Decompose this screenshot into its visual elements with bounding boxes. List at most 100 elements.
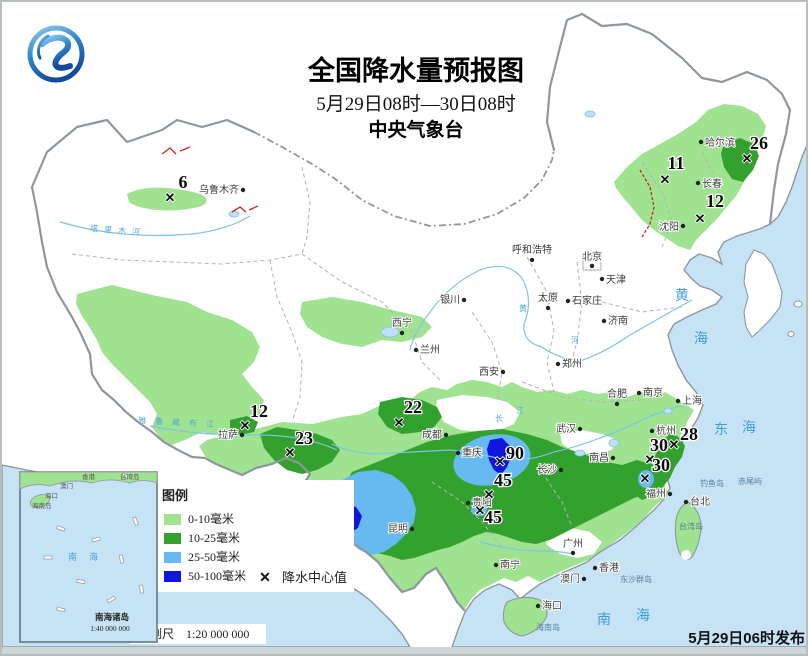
city-dot: [614, 401, 620, 407]
city-markers: 乌鲁木齐 哈尔滨 长春 沈阳 北京 天津 呼和浩特 银川 太原 石家庄 济南 西…: [198, 135, 736, 613]
inset-scale: 1:40 000 000: [90, 624, 130, 633]
yellow-sea-label: 海: [694, 331, 708, 347]
legend-swatch-0-10: [164, 514, 181, 525]
inset-macau-label: 澳门: [60, 481, 73, 490]
city-dot: [610, 455, 616, 461]
city-label: 石家庄: [572, 294, 602, 307]
precip-center-value: 45: [484, 507, 502, 527]
legend-swatch-10-25: [164, 533, 181, 544]
south-sea-label: 海: [636, 608, 650, 624]
precip-center-x-icon: ✕: [475, 503, 486, 518]
sea-labels: 黄 海 东 海 南 海: [597, 287, 756, 628]
inset-haikou-label: 海口: [45, 491, 58, 500]
city-dot: [493, 562, 499, 568]
hainan-island-label: 海南岛: [536, 622, 560, 632]
tarim-river-label: 塔里木河: [90, 223, 147, 237]
city-label: 南京: [643, 386, 663, 399]
precip-center-x-icon: ✕: [240, 418, 251, 433]
release-time: 5月29日06时发布: [688, 629, 805, 647]
legend-label: 0-10毫米: [188, 511, 234, 526]
scale-value: 1:20 000 000: [186, 627, 249, 641]
precip-center-x-icon: ✕: [484, 487, 495, 502]
precip-center-x-icon: ✕: [495, 454, 506, 469]
yellow-sea-label: 黄: [675, 287, 689, 304]
legend-label: 50-100毫米: [188, 568, 246, 583]
inset-caption: 南海诸岛: [95, 612, 129, 622]
precip-center-value: 12: [250, 401, 268, 421]
city-label: 长沙: [537, 464, 557, 476]
south-china-sea-inset: 香港 台湾岛 澳门 海口 海南岛 南海 南海诸岛 1:40 000 000: [19, 471, 158, 643]
city-dot: [675, 398, 681, 404]
city-dot: [409, 526, 415, 532]
city-dot: [529, 257, 535, 263]
island: [793, 300, 803, 308]
precip-center-value: 30: [652, 455, 670, 475]
sea-east-china: [451, 145, 806, 648]
east-sea-label: 东: [714, 422, 728, 438]
precip-center-x-icon: ✕: [660, 172, 671, 187]
mountain-symbols: [161, 146, 655, 238]
river-labels: 塔里木河 雅鲁藏布江 黄 河 长 江: [90, 223, 579, 429]
yellow-river-label: 黄: [519, 303, 527, 313]
city-label: 乌鲁木齐: [199, 183, 239, 196]
city-dot: [461, 297, 467, 303]
precip-center-value: 22: [404, 397, 422, 417]
city-dot: [667, 491, 673, 497]
inset-hongkong-label: 香港: [82, 472, 96, 481]
precip-center-x-icon: ✕: [695, 211, 706, 226]
city-label: 成都: [422, 429, 442, 441]
scale-backing: [130, 624, 266, 644]
inset-taiwan-label: 台湾岛: [120, 472, 140, 481]
legend-backing: [152, 480, 354, 592]
city-label: 澳门: [560, 572, 580, 585]
city-label: 广州: [563, 538, 583, 550]
chiwei-island-label: 赤尾屿: [738, 477, 762, 486]
taiwan-island-label: 台湾岛: [679, 521, 703, 531]
city-dot: [649, 428, 655, 434]
city-label: 昆明: [388, 523, 408, 535]
title-block: 全国降水量预报图 5月29日08时—30日08时 中央气象台: [307, 55, 524, 141]
city-dot: [558, 467, 564, 473]
city-label: 重庆: [462, 446, 482, 459]
precip-center-x-icon: ✕: [669, 437, 680, 452]
agency-name: 中央气象台: [368, 118, 463, 141]
legend-label: 10-25毫米: [188, 530, 240, 545]
dongsha-islands-label: 东沙群岛: [620, 574, 652, 584]
cma-logo: [27, 25, 85, 83]
precip-center-x-icon: ✕: [645, 452, 656, 467]
city-label: 郑州: [562, 357, 582, 370]
map-title: 全国降水量预报图: [307, 55, 524, 86]
legend-label: 25-50毫米: [188, 549, 240, 564]
city-label: 哈尔滨: [705, 136, 735, 149]
lakes: [228, 110, 673, 457]
city-dot: [592, 565, 598, 571]
city-dot: [535, 603, 541, 609]
rivers: [59, 215, 693, 555]
city-dot: [570, 550, 576, 556]
city-dot: [577, 426, 583, 432]
city-label: 台北: [690, 495, 710, 508]
city-dot: [240, 187, 246, 193]
city-label: 北京: [582, 250, 602, 263]
inset-hainan-label: 海南岛: [32, 501, 52, 510]
precip-center-x-icon: ✕: [165, 190, 176, 205]
city-label: 合肥: [607, 387, 627, 400]
precip-center-value: 45: [494, 470, 512, 490]
precip-center-markers: ✕ 6 ✕ 11 ✕ 26 ✕ 12 ✕ 12 ✕ 23 ✕ 22 ✕ 90 ✕…: [164, 132, 770, 529]
legend-swatch-25-50: [164, 552, 181, 563]
city-dot: [565, 298, 571, 304]
city-label: 南宁: [500, 558, 520, 571]
inset-reef-marks: [43, 472, 145, 613]
inset-hainan: [29, 494, 51, 508]
province-borders: [71, 151, 723, 548]
east-sea-label: 海: [742, 420, 756, 436]
national-border: [30, 12, 792, 612]
city-label: 长春: [702, 178, 722, 190]
city-label: 济南: [608, 314, 628, 327]
city-dot: [695, 180, 701, 186]
city-label: 贵阳: [472, 496, 492, 509]
city-dot: [455, 450, 461, 456]
city-label: 海口: [542, 599, 562, 612]
